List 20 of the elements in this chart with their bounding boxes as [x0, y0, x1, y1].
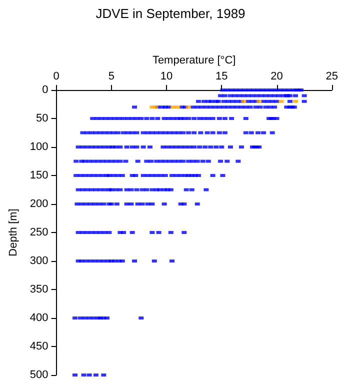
y-tick-label: 100 — [30, 141, 48, 153]
y-tick-label: 50 — [36, 112, 48, 124]
x-axis-title: Temperature [°C] — [152, 54, 236, 67]
x-tick-label: 10 — [160, 70, 173, 82]
x-tick-label: 0 — [53, 70, 60, 82]
x-tick-label: 5 — [108, 70, 114, 82]
y-tick-label: 0 — [42, 84, 48, 96]
y-tick-label: 400 — [30, 312, 48, 324]
y-tick-label: 350 — [30, 284, 48, 296]
y-axis-title: Depth [m] — [8, 208, 20, 256]
y-tick-label: 250 — [30, 226, 48, 238]
y-tick-label: 500 — [30, 369, 48, 381]
y-tick-label: 150 — [30, 170, 48, 182]
x-tick-label: 20 — [270, 70, 283, 82]
x-tick-label: 25 — [326, 70, 338, 82]
y-tick-label: 450 — [30, 340, 48, 352]
y-tick-label: 300 — [30, 255, 48, 267]
chart-title: JDVE in September, 1989 — [96, 6, 246, 21]
x-tick-label: 15 — [216, 70, 228, 82]
y-tick-label: 200 — [30, 198, 48, 210]
